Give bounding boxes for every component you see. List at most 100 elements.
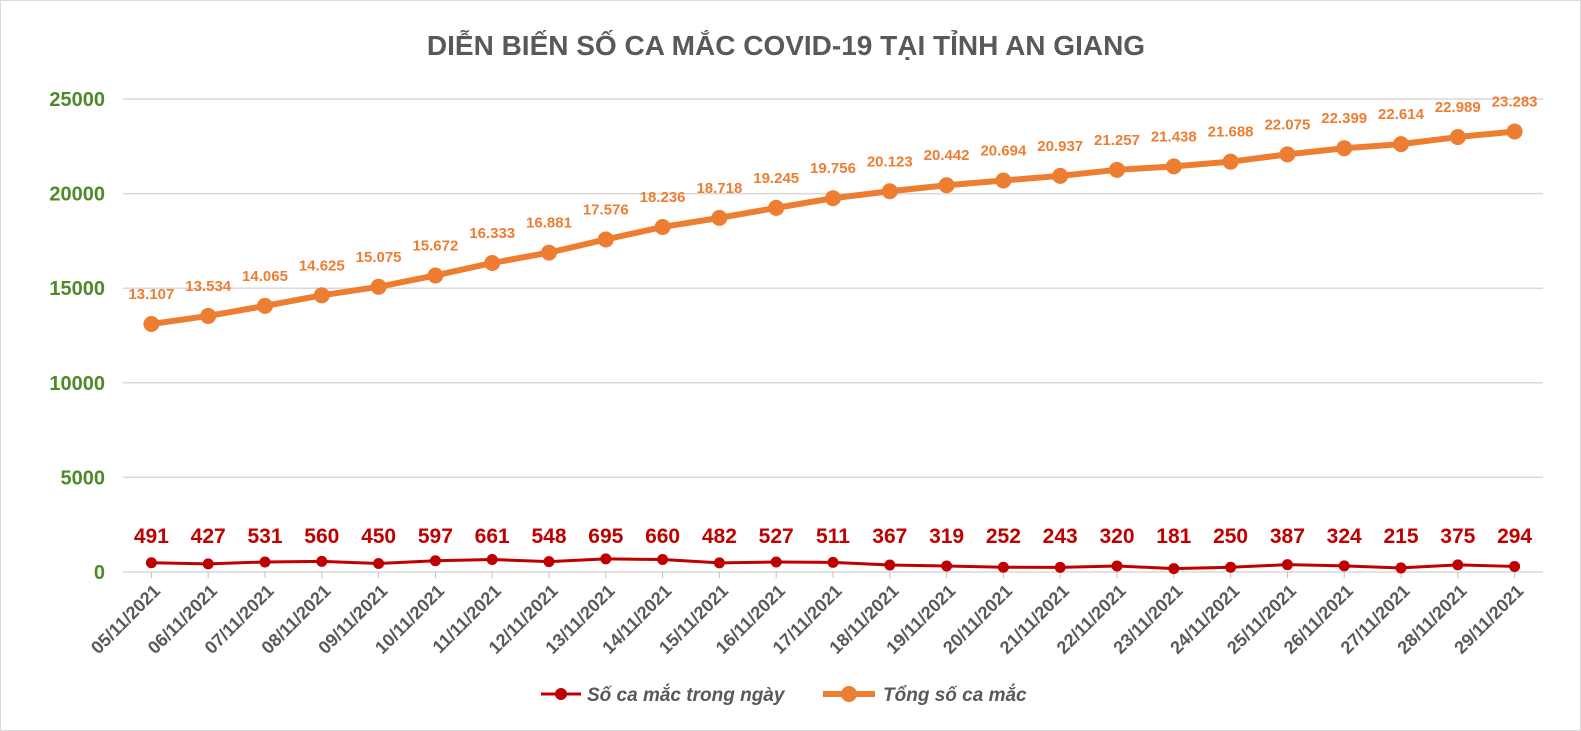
data-point[interactable] [1509,560,1521,572]
data-label: 548 [531,525,566,548]
data-point[interactable] [486,553,498,565]
data-point[interactable] [1054,561,1066,573]
y-tick-label: 25000 [49,89,105,111]
data-label: 20.694 [980,142,1027,159]
data-point[interactable] [941,560,953,572]
y-tick-label: 10000 [49,373,105,395]
data-point[interactable] [768,199,785,216]
legend-item-total[interactable]: Tổng số ca mắc [823,684,1027,706]
data-label: 695 [588,525,623,548]
data-point[interactable] [541,244,557,261]
data-point[interactable] [770,556,782,568]
series-total-cases: 13.107 13.534 14.065 14.625 15.075 15.672 16.3… [128,93,1538,333]
data-label: 22.989 [1435,99,1481,116]
data-point[interactable] [713,557,725,569]
data-point[interactable] [1168,563,1180,575]
data-point[interactable] [938,177,955,194]
data-point[interactable] [202,558,214,570]
data-point[interactable] [884,559,896,571]
data-point[interactable] [1338,560,1350,572]
data-point[interactable] [200,307,217,324]
data-label: 294 [1497,525,1532,548]
data-label: 660 [645,525,680,548]
data-point[interactable] [143,316,160,333]
data-label: 21.688 [1208,124,1254,141]
data-label: 243 [1043,525,1078,548]
data-point[interactable] [429,555,441,567]
data-point[interactable] [373,557,385,569]
data-point[interactable] [1393,136,1409,153]
data-point[interactable] [711,209,728,226]
data-point[interactable] [1165,158,1182,175]
data-point[interactable] [1281,559,1293,571]
data-label: 661 [475,525,510,548]
data-label: 597 [418,525,453,548]
data-point[interactable] [1111,560,1123,572]
data-point[interactable] [484,254,501,271]
legend-label-total: Tổng số ca mắc [883,684,1027,706]
data-label: 20.123 [867,153,913,170]
data-label: 13.107 [128,286,174,303]
data-point[interactable] [1052,167,1069,184]
data-label: 367 [872,525,907,548]
data-label: 450 [361,525,396,548]
data-point[interactable] [259,556,271,568]
data-point[interactable] [1109,161,1125,178]
data-point[interactable] [1395,562,1407,574]
legend: Số ca mắc trong ngày Tổng số ca mắc [541,684,1027,706]
data-label: 23.283 [1492,93,1538,110]
data-point[interactable] [1449,129,1466,146]
data-label: 427 [191,525,226,548]
chart-title: DIỄN BIẾN SỐ CA MẮC COVID-19 TẠI TỈNH AN… [427,29,1145,61]
data-point[interactable] [881,183,898,200]
data-label: 252 [986,525,1021,548]
data-label: 22.614 [1378,106,1425,123]
data-label: 560 [304,525,339,548]
data-point[interactable] [370,278,387,295]
data-point[interactable] [997,561,1009,573]
data-point[interactable] [995,172,1012,189]
y-tick-label: 5000 [61,467,106,489]
data-point[interactable] [1225,561,1237,573]
data-point[interactable] [543,556,555,568]
data-point[interactable] [1279,146,1296,163]
data-label: 19.756 [810,160,856,177]
legend-item-daily[interactable]: Số ca mắc trong ngày [541,684,786,706]
data-label: 14.065 [242,268,288,285]
data-point[interactable] [427,267,444,284]
data-label: 320 [1099,525,1134,548]
data-label: 15.672 [412,237,458,254]
data-label: 215 [1383,525,1418,548]
data-point[interactable] [1506,123,1523,140]
data-label: 387 [1270,525,1305,548]
data-label: 324 [1327,525,1362,548]
data-point[interactable] [1336,140,1353,157]
data-point[interactable] [654,218,671,235]
data-label: 531 [247,525,282,548]
data-label: 22.399 [1321,110,1367,127]
y-tick-label: 20000 [49,184,105,206]
data-point[interactable] [600,553,612,565]
data-point[interactable] [1452,559,1464,571]
data-point[interactable] [827,556,839,568]
data-label: 15.075 [356,249,402,266]
y-axis: 0 5000 10000 15000 20000 25000 [49,89,105,584]
data-point[interactable] [597,231,614,248]
data-label: 21.438 [1151,128,1197,145]
legend-marker-total [841,686,857,702]
data-point[interactable] [1222,153,1239,170]
data-point[interactable] [145,557,157,569]
data-label: 18.236 [640,189,686,206]
x-axis: 05/11/202106/11/202107/11/202108/11/2021… [87,572,1527,658]
data-label: 22.075 [1264,116,1310,133]
data-label: 16.881 [526,215,572,232]
data-label: 250 [1213,525,1248,548]
data-point[interactable] [825,190,841,207]
data-point[interactable] [257,297,273,314]
legend-marker-daily [555,688,567,700]
data-point[interactable] [313,287,330,304]
series-daily-cases: 491 427 531 560 450 597 661 548 695 660 482 527 511 3… [134,525,1532,575]
data-label: 527 [759,525,794,548]
data-point[interactable] [657,554,669,566]
data-point[interactable] [316,555,328,567]
